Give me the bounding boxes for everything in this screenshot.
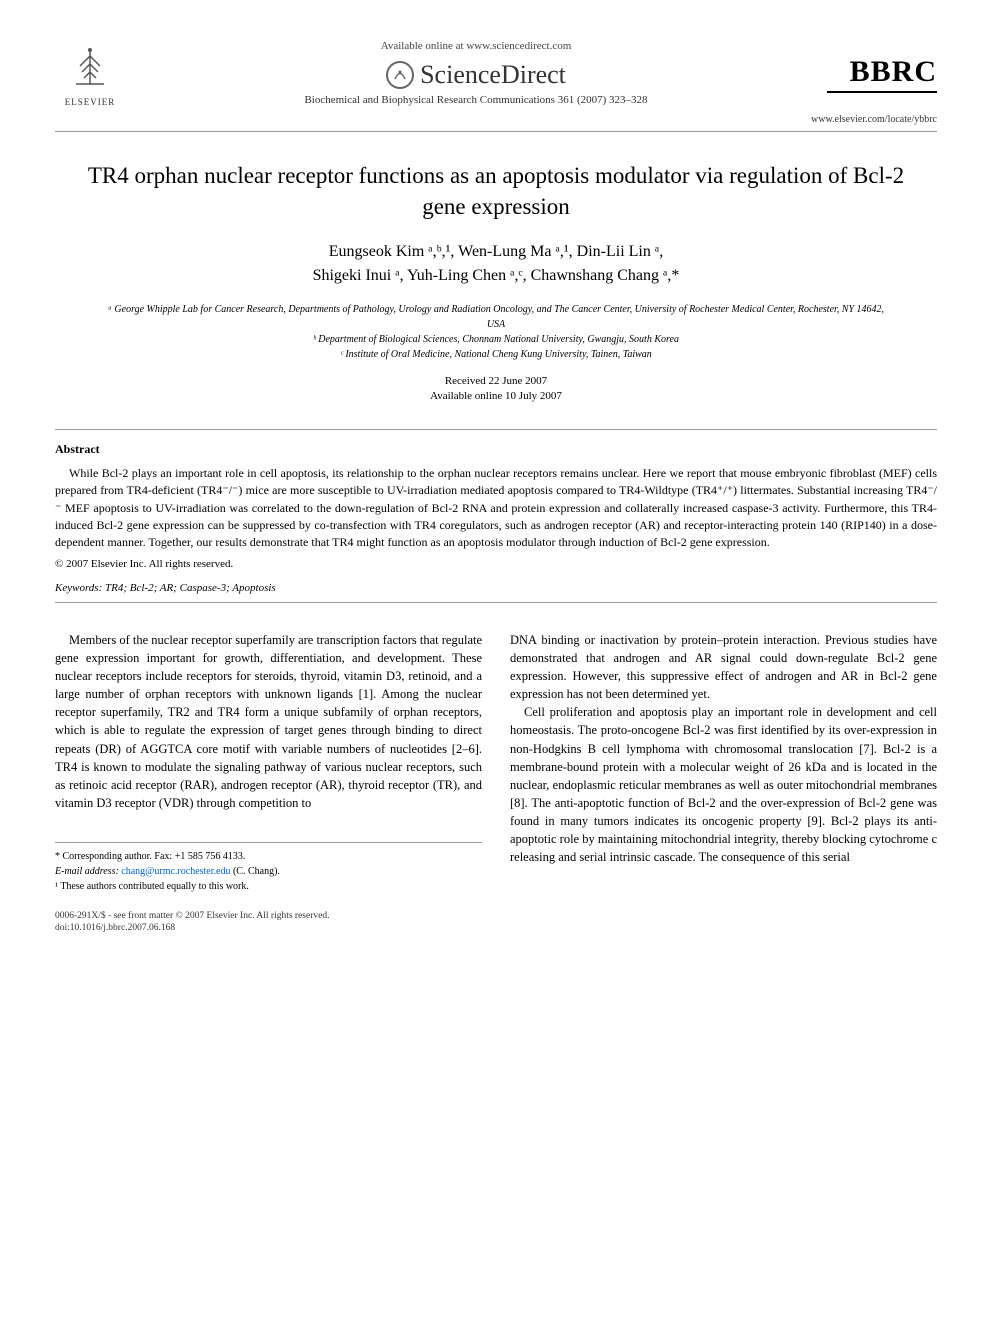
footnotes: * Corresponding author. Fax: +1 585 756 … [55, 842, 482, 894]
bbrc-logo: BBRC [827, 55, 937, 89]
bbrc-block: BBRC [827, 55, 937, 93]
online-date: Available online 10 July 2007 [55, 389, 937, 404]
abstract-heading: Abstract [55, 442, 937, 457]
journal-citation: Biochemical and Biophysical Research Com… [125, 94, 827, 106]
equal-contribution: ¹ These authors contributed equally to t… [55, 879, 482, 894]
right-paragraph-2: Cell proliferation and apoptosis play an… [510, 703, 937, 866]
footer-line-2: doi:10.1016/j.bbrc.2007.06.168 [55, 922, 482, 934]
footer-line-1: 0006-291X/$ - see front matter © 2007 El… [55, 910, 482, 922]
authors: Eungseok Kim ᵃ,ᵇ,¹, Wen-Lung Ma ᵃ,¹, Din… [55, 240, 937, 288]
email-line: E-mail address: chang@urmc.rochester.edu… [55, 864, 482, 879]
received-date: Received 22 June 2007 [55, 374, 937, 389]
abstract-bottom-rule [55, 602, 937, 603]
body-columns: Members of the nuclear receptor superfam… [55, 631, 937, 935]
authors-line-1: Eungseok Kim ᵃ,ᵇ,¹, Wen-Lung Ma ᵃ,¹, Din… [329, 243, 664, 260]
bbrc-rule [827, 91, 937, 93]
affiliations: ᵃ George Whipple Lab for Cancer Research… [55, 302, 937, 362]
journal-url: www.elsevier.com/locate/ybbrc [55, 114, 937, 125]
abstract-body: While Bcl-2 plays an important role in c… [55, 465, 937, 552]
keywords-label: Keywords: [55, 582, 102, 594]
header-rule [55, 131, 937, 132]
corresponding-author: * Corresponding author. Fax: +1 585 756 … [55, 849, 482, 864]
authors-line-2: Shigeki Inui ᵃ, Yuh-Ling Chen ᵃ,ᶜ, Chawn… [313, 267, 680, 284]
affiliation-a: ᵃ George Whipple Lab for Cancer Research… [105, 302, 887, 332]
article-title: TR4 orphan nuclear receptor functions as… [55, 160, 937, 222]
sciencedirect-block: Available online at www.sciencedirect.co… [125, 40, 827, 108]
left-column: Members of the nuclear receptor superfam… [55, 631, 482, 935]
elsevier-tree-icon [55, 42, 125, 97]
abstract-top-rule [55, 429, 937, 430]
header-logos: ELSEVIER Available online at www.science… [55, 40, 937, 108]
right-paragraph-1: DNA binding or inactivation by protein–p… [510, 631, 937, 704]
sciencedirect-text: ScienceDirect [420, 60, 566, 90]
right-column: DNA binding or inactivation by protein–p… [510, 631, 937, 935]
email-link[interactable]: chang@urmc.rochester.edu [121, 866, 230, 877]
keywords: Keywords: TR4; Bcl-2; AR; Caspase-3; Apo… [55, 582, 937, 594]
email-label: E-mail address: [55, 866, 119, 877]
email-suffix: (C. Chang). [233, 866, 280, 877]
elsevier-text: ELSEVIER [55, 97, 125, 107]
sciencedirect-icon [386, 61, 414, 89]
sciencedirect-logo: ScienceDirect [386, 60, 566, 90]
abstract-copyright: © 2007 Elsevier Inc. All rights reserved… [55, 558, 937, 570]
article-dates: Received 22 June 2007 Available online 1… [55, 374, 937, 405]
available-online-text: Available online at www.sciencedirect.co… [125, 40, 827, 52]
abstract-text: While Bcl-2 plays an important role in c… [55, 466, 937, 550]
keywords-list: TR4; Bcl-2; AR; Caspase-3; Apoptosis [105, 582, 276, 594]
left-paragraph-1: Members of the nuclear receptor superfam… [55, 631, 482, 812]
footer-bar: 0006-291X/$ - see front matter © 2007 El… [55, 910, 482, 935]
elsevier-logo: ELSEVIER [55, 42, 125, 107]
affiliation-b: ᵇ Department of Biological Sciences, Cho… [105, 332, 887, 347]
affiliation-c: ᶜ Institute of Oral Medicine, National C… [105, 347, 887, 362]
